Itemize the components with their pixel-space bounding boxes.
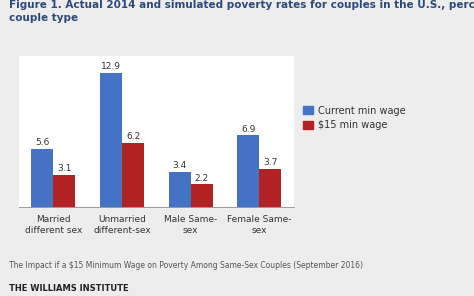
Bar bbox=[122, 143, 144, 207]
Text: 6.2: 6.2 bbox=[126, 132, 140, 141]
Text: 5.6: 5.6 bbox=[35, 138, 50, 147]
Bar bbox=[54, 175, 75, 207]
Text: Figure 1. Actual 2014 and simulated poverty rates for couples in the U.S., perce: Figure 1. Actual 2014 and simulated pove… bbox=[9, 0, 474, 23]
Text: The Impact if a $15 Minimum Wage on Poverty Among Same-Sex Couples (September 20: The Impact if a $15 Minimum Wage on Pove… bbox=[9, 261, 364, 270]
Text: THE WILLIAMS INSTITUTE: THE WILLIAMS INSTITUTE bbox=[9, 284, 129, 292]
Bar bbox=[31, 149, 54, 207]
Bar bbox=[169, 172, 191, 207]
Text: 6.9: 6.9 bbox=[241, 125, 255, 134]
Text: 3.4: 3.4 bbox=[173, 161, 187, 170]
Text: 3.1: 3.1 bbox=[57, 164, 72, 173]
Bar bbox=[259, 169, 282, 207]
Text: 12.9: 12.9 bbox=[101, 62, 121, 71]
Text: 3.7: 3.7 bbox=[263, 158, 278, 167]
Legend: Current min wage, $15 min wage: Current min wage, $15 min wage bbox=[303, 105, 406, 130]
Bar bbox=[191, 184, 213, 207]
Text: 2.2: 2.2 bbox=[195, 174, 209, 183]
Bar bbox=[237, 135, 259, 207]
Bar bbox=[100, 73, 122, 207]
